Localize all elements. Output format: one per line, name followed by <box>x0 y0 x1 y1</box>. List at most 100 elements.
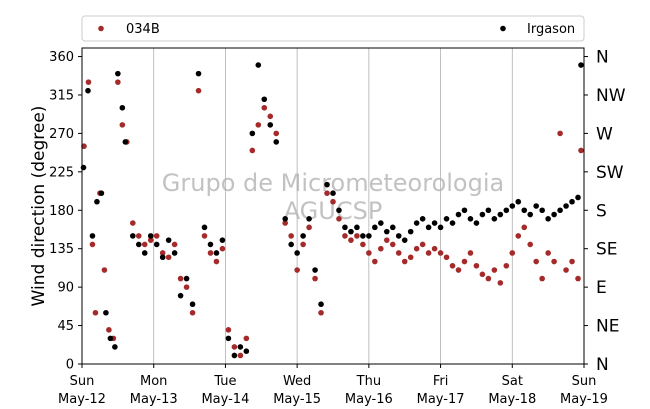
data-point <box>201 233 208 239</box>
data-point <box>231 344 238 350</box>
data-point <box>455 267 462 273</box>
data-point <box>183 275 190 282</box>
data-point <box>521 224 528 231</box>
data-point <box>119 122 126 128</box>
x-tick-day-label: Wed <box>283 374 311 389</box>
data-point <box>473 220 480 226</box>
data-point <box>324 181 330 188</box>
data-point <box>378 220 384 226</box>
data-point <box>467 250 474 256</box>
data-point <box>249 147 256 154</box>
data-point <box>213 258 220 265</box>
data-point <box>437 250 444 256</box>
data-point <box>129 220 136 226</box>
data-point <box>267 113 274 120</box>
data-point <box>85 79 92 85</box>
data-point <box>551 211 557 218</box>
x-tick-day-label: Sun <box>70 374 95 389</box>
data-point <box>575 194 581 201</box>
data-point <box>107 335 114 342</box>
data-point <box>431 220 438 226</box>
direction-label: SE <box>596 240 618 260</box>
data-point <box>497 211 504 218</box>
data-point <box>578 62 584 68</box>
direction-label: SW <box>596 163 624 183</box>
data-point <box>207 250 214 256</box>
data-point <box>336 207 342 214</box>
data-point <box>273 130 280 137</box>
data-point <box>348 228 354 235</box>
data-point <box>401 258 408 265</box>
data-point <box>112 344 118 350</box>
data-point <box>443 216 450 222</box>
x-axis: Sun May-12 Mon May-13 Tue May-14 Wed May-15 Thu M… <box>58 364 608 407</box>
data-point <box>195 70 202 77</box>
data-point <box>569 258 575 265</box>
data-point <box>425 224 432 231</box>
data-point <box>419 241 426 248</box>
data-point <box>183 284 190 290</box>
data-point <box>503 207 510 214</box>
data-point <box>515 233 522 239</box>
y-tick-label: 225 <box>49 165 74 180</box>
data-point <box>491 267 498 273</box>
data-point <box>413 245 420 252</box>
data-point <box>318 309 324 316</box>
data-point <box>330 190 336 196</box>
y-tick-label: 360 <box>49 50 74 65</box>
x-tick-day-label: Sat <box>502 374 523 389</box>
data-point <box>389 224 396 231</box>
data-point <box>300 233 306 239</box>
data-point <box>366 233 372 239</box>
data-point <box>473 262 480 269</box>
data-point <box>129 233 136 239</box>
data-point <box>300 241 306 248</box>
data-point <box>467 216 474 222</box>
data-point <box>545 250 551 256</box>
data-point <box>282 216 288 222</box>
data-point <box>141 241 148 248</box>
y-tick-label: 45 <box>57 319 74 334</box>
data-point <box>267 122 274 128</box>
data-point <box>294 250 300 256</box>
data-point <box>479 211 486 218</box>
data-point <box>509 250 516 256</box>
x-tick-date-label: May-15 <box>273 392 321 407</box>
data-point <box>503 262 510 269</box>
data-point <box>372 224 378 231</box>
legend-frame <box>81 15 585 42</box>
data-point <box>521 207 528 214</box>
x-tick-date-label: May-16 <box>345 392 393 407</box>
data-point <box>578 147 584 154</box>
x-tick-day-label: Fri <box>433 374 449 389</box>
data-point <box>575 275 581 282</box>
y-axis: 0 45 90 135 180 225 270 315 360 <box>49 50 82 373</box>
data-point <box>294 267 300 273</box>
data-point <box>312 275 318 282</box>
data-point <box>225 335 232 342</box>
data-point <box>383 237 390 243</box>
data-point <box>147 233 154 239</box>
data-point <box>443 254 450 261</box>
data-point <box>115 79 121 85</box>
y-tick-label: 135 <box>49 242 74 257</box>
data-point <box>437 224 444 231</box>
data-point <box>395 233 402 239</box>
data-point <box>545 216 551 222</box>
data-point <box>389 241 396 248</box>
data-point <box>527 211 534 218</box>
data-point <box>306 216 312 222</box>
data-point <box>261 96 268 103</box>
data-point <box>479 271 486 278</box>
data-point <box>342 233 348 239</box>
data-point <box>533 203 539 209</box>
data-points <box>80 62 584 359</box>
data-point <box>539 207 545 214</box>
data-point <box>318 301 324 308</box>
direction-label: S <box>596 201 607 221</box>
x-tick-day-label: Tue <box>213 374 236 389</box>
data-point <box>255 62 262 68</box>
data-point <box>177 275 184 282</box>
data-point <box>103 309 109 316</box>
data-point <box>336 216 342 222</box>
